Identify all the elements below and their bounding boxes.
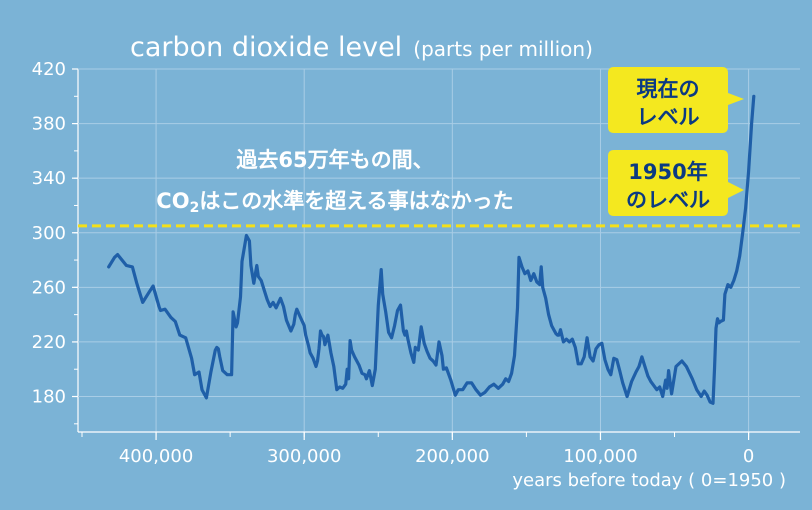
y-axis: 180 220 260 300 340 380 420 — [32, 59, 78, 425]
y-tick-label: 420 — [32, 59, 66, 80]
grid — [77, 68, 800, 432]
callout-1950-level: 1950年 のレベル — [608, 150, 744, 216]
callout-1950-line2: のレベル — [626, 188, 710, 212]
co2-series-line — [107, 94, 756, 405]
x-tick-label: 100,000 — [563, 446, 637, 467]
x-axis-label: years before today ( 0=1950 ) — [512, 470, 786, 491]
x-tick-label: 400,000 — [119, 446, 193, 467]
x-tick-label: 0 — [743, 446, 754, 467]
y-tick-label: 300 — [32, 223, 66, 244]
annotation-rest: はこの水準を超える事はなかった — [199, 189, 513, 213]
x-tick-label: 300,000 — [267, 446, 341, 467]
callout-1950-line1: 1950年 — [628, 160, 707, 184]
y-tick-label: 260 — [32, 277, 66, 298]
annotation-line-2: CO2はこの水準を超える事はなかった — [156, 189, 513, 216]
y-tick-label: 380 — [32, 114, 66, 135]
chart-title: carbon dioxide level — [130, 32, 402, 63]
chart-title-group: carbon dioxide level (parts per million) — [130, 32, 593, 63]
annotation-co-subscript: 2 — [190, 200, 200, 216]
annotation-co: CO — [156, 189, 189, 213]
x-tick-label: 200,000 — [415, 446, 489, 467]
y-tick-label: 340 — [32, 168, 66, 189]
annotation-line-1: 過去65万年もの間、 — [236, 148, 433, 172]
x-axis: 400,000 300,000 200,000 100,000 0 — [78, 431, 800, 467]
callout-current-level: 現在の レベル — [608, 67, 744, 133]
y-tick-label: 220 — [32, 332, 66, 353]
callout-current-bubble — [608, 67, 744, 133]
chart-title-unit: (parts per million) — [413, 37, 593, 61]
y-tick-label: 180 — [32, 387, 66, 408]
callout-1950-bubble — [608, 150, 744, 216]
callout-current-line2: レベル — [637, 105, 700, 129]
callout-current-line1: 現在の — [637, 77, 700, 101]
